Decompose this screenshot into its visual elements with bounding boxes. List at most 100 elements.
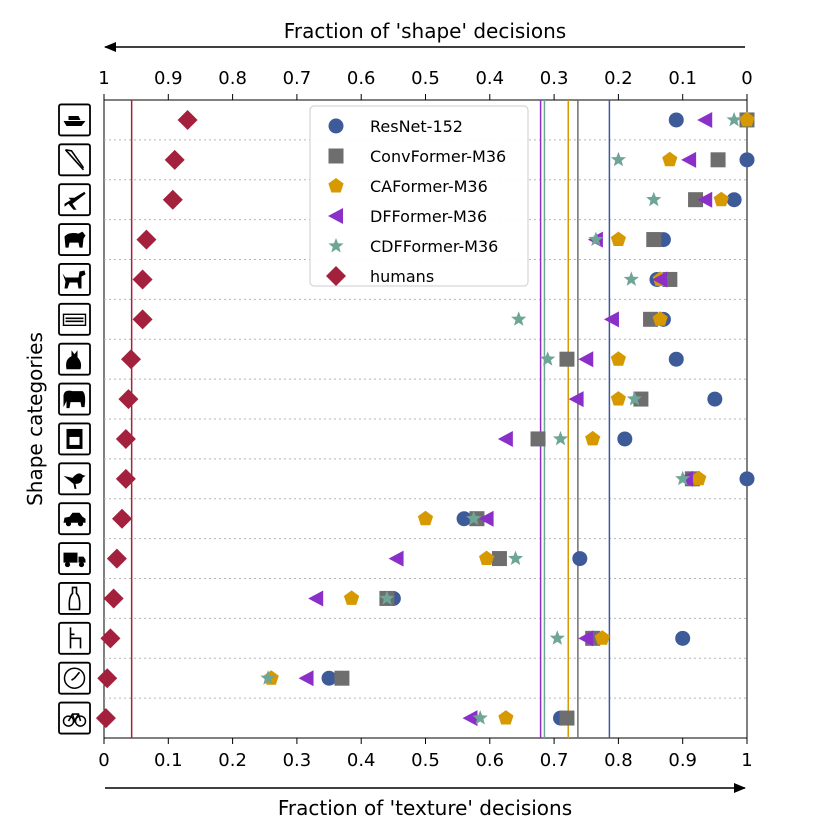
icon-frame <box>58 302 91 336</box>
point-cdfformer-m36 <box>472 710 488 725</box>
category-icon-car <box>58 502 91 536</box>
point-humans <box>106 548 127 569</box>
bottom-axis-title: Fraction of 'texture' decisions <box>278 796 572 820</box>
point-convformer-m36 <box>559 351 575 367</box>
legend-box <box>309 105 529 287</box>
point-dfformer-m36 <box>298 670 314 687</box>
point-caformer-m36 <box>585 430 601 446</box>
wheel <box>77 521 84 527</box>
top-tick-label: 0.9 <box>154 68 183 89</box>
point-caformer-m36 <box>739 111 755 127</box>
point-caformer-m36 <box>610 231 626 246</box>
point-caformer-m36 <box>479 550 495 565</box>
point-cdfformer-m36 <box>552 430 569 446</box>
keyboard-glyph <box>62 313 87 327</box>
wheel <box>78 561 85 568</box>
icon-frame <box>58 582 91 615</box>
category-icon-airplane <box>58 183 91 217</box>
clock-face <box>63 667 86 689</box>
category-icon-dog <box>58 263 91 296</box>
point-convformer-m36 <box>688 192 704 208</box>
category-icon-boat <box>58 103 91 137</box>
point-resnet-152 <box>456 511 472 527</box>
y-axis-title: Shape categories <box>23 332 47 506</box>
bottom-tick-label: 0.5 <box>411 750 440 771</box>
point-humans <box>177 109 198 130</box>
point-caformer-m36 <box>713 191 729 207</box>
point-caformer-m36 <box>691 470 707 486</box>
top-tick-label: 0.3 <box>540 68 569 89</box>
category-icon-bottle <box>58 582 91 615</box>
point-caformer-m36 <box>610 351 626 366</box>
point-cdfformer-m36 <box>675 470 691 486</box>
point-cdfformer-m36 <box>588 231 604 246</box>
point-humans <box>132 269 153 290</box>
point-cdfformer-m36 <box>610 151 626 167</box>
category-icon-bird <box>58 462 91 496</box>
point-dfformer-m36 <box>652 271 668 288</box>
point-humans <box>95 708 116 729</box>
bottom-tick-label: 0.7 <box>540 750 569 771</box>
point-humans <box>103 588 124 609</box>
category-icon-elephant <box>58 382 91 416</box>
point-resnet-152 <box>668 112 684 128</box>
point-resnet-152 <box>675 630 691 646</box>
top-tick-label: 0 <box>741 68 752 89</box>
bottom-tick-label: 0.2 <box>218 750 247 771</box>
top-tick-label: 0.4 <box>475 68 504 89</box>
bottom-tick-label: 0.4 <box>347 750 376 771</box>
point-humans <box>164 149 185 170</box>
legend-label: CDFFormer-M36 <box>370 237 498 256</box>
point-resnet-152 <box>739 152 755 168</box>
point-dfformer-m36 <box>497 430 513 447</box>
wheel <box>64 561 71 568</box>
category-icon-truck <box>58 542 91 575</box>
point-dfformer-m36 <box>697 191 713 208</box>
legend-label: CAFormer-M36 <box>370 177 488 196</box>
legend: ResNet-152 ConvFormer-M36 CAFormer-M36 DFFo… <box>309 105 529 287</box>
category-icon-chair <box>58 621 91 655</box>
point-caformer-m36 <box>610 391 626 406</box>
top-tick-label: 1 <box>98 68 109 89</box>
category-icon-knife <box>58 143 91 177</box>
point-cdfformer-m36 <box>260 670 276 685</box>
legend-marker <box>328 118 344 134</box>
point-resnet-152 <box>739 471 755 487</box>
point-cdfformer-m36 <box>549 630 565 645</box>
point-convformer-m36 <box>643 311 659 327</box>
oven-door <box>69 436 80 445</box>
legend-label: ConvFormer-M36 <box>370 147 506 166</box>
point-resnet-152 <box>707 391 723 407</box>
point-humans <box>112 508 133 529</box>
point-convformer-m36 <box>530 431 546 447</box>
point-humans <box>132 309 153 330</box>
point-dfformer-m36 <box>462 710 478 727</box>
point-cdfformer-m36 <box>623 271 639 286</box>
point-humans <box>118 389 139 410</box>
bottom-tick-label: 0.8 <box>604 750 633 771</box>
wheel <box>62 715 75 727</box>
point-convformer-m36 <box>710 152 726 168</box>
point-caformer-m36 <box>343 590 360 605</box>
point-convformer-m36 <box>646 232 662 248</box>
top-tick-label: 0.2 <box>604 68 633 89</box>
legend-label: humans <box>370 267 434 286</box>
point-dfformer-m36 <box>603 311 619 328</box>
legend-marker <box>328 148 344 164</box>
top-tick-label: 0.1 <box>668 68 697 89</box>
point-dfformer-m36 <box>697 111 713 128</box>
point-dfformer-m36 <box>578 351 594 368</box>
point-cdfformer-m36 <box>507 550 524 565</box>
top-tick-label: 0.7 <box>283 68 312 89</box>
point-dfformer-m36 <box>578 630 594 647</box>
point-caformer-m36 <box>417 510 434 526</box>
legend-label: DFFormer-M36 <box>370 207 487 226</box>
category-icon-bear <box>58 223 91 256</box>
legend-marker <box>326 266 346 286</box>
bottom-tick-label: 0.6 <box>475 750 504 771</box>
point-caformer-m36 <box>594 630 610 645</box>
point-cdfformer-m36 <box>540 351 556 366</box>
legend-marker <box>328 178 344 193</box>
point-cdfformer-m36 <box>511 311 527 326</box>
